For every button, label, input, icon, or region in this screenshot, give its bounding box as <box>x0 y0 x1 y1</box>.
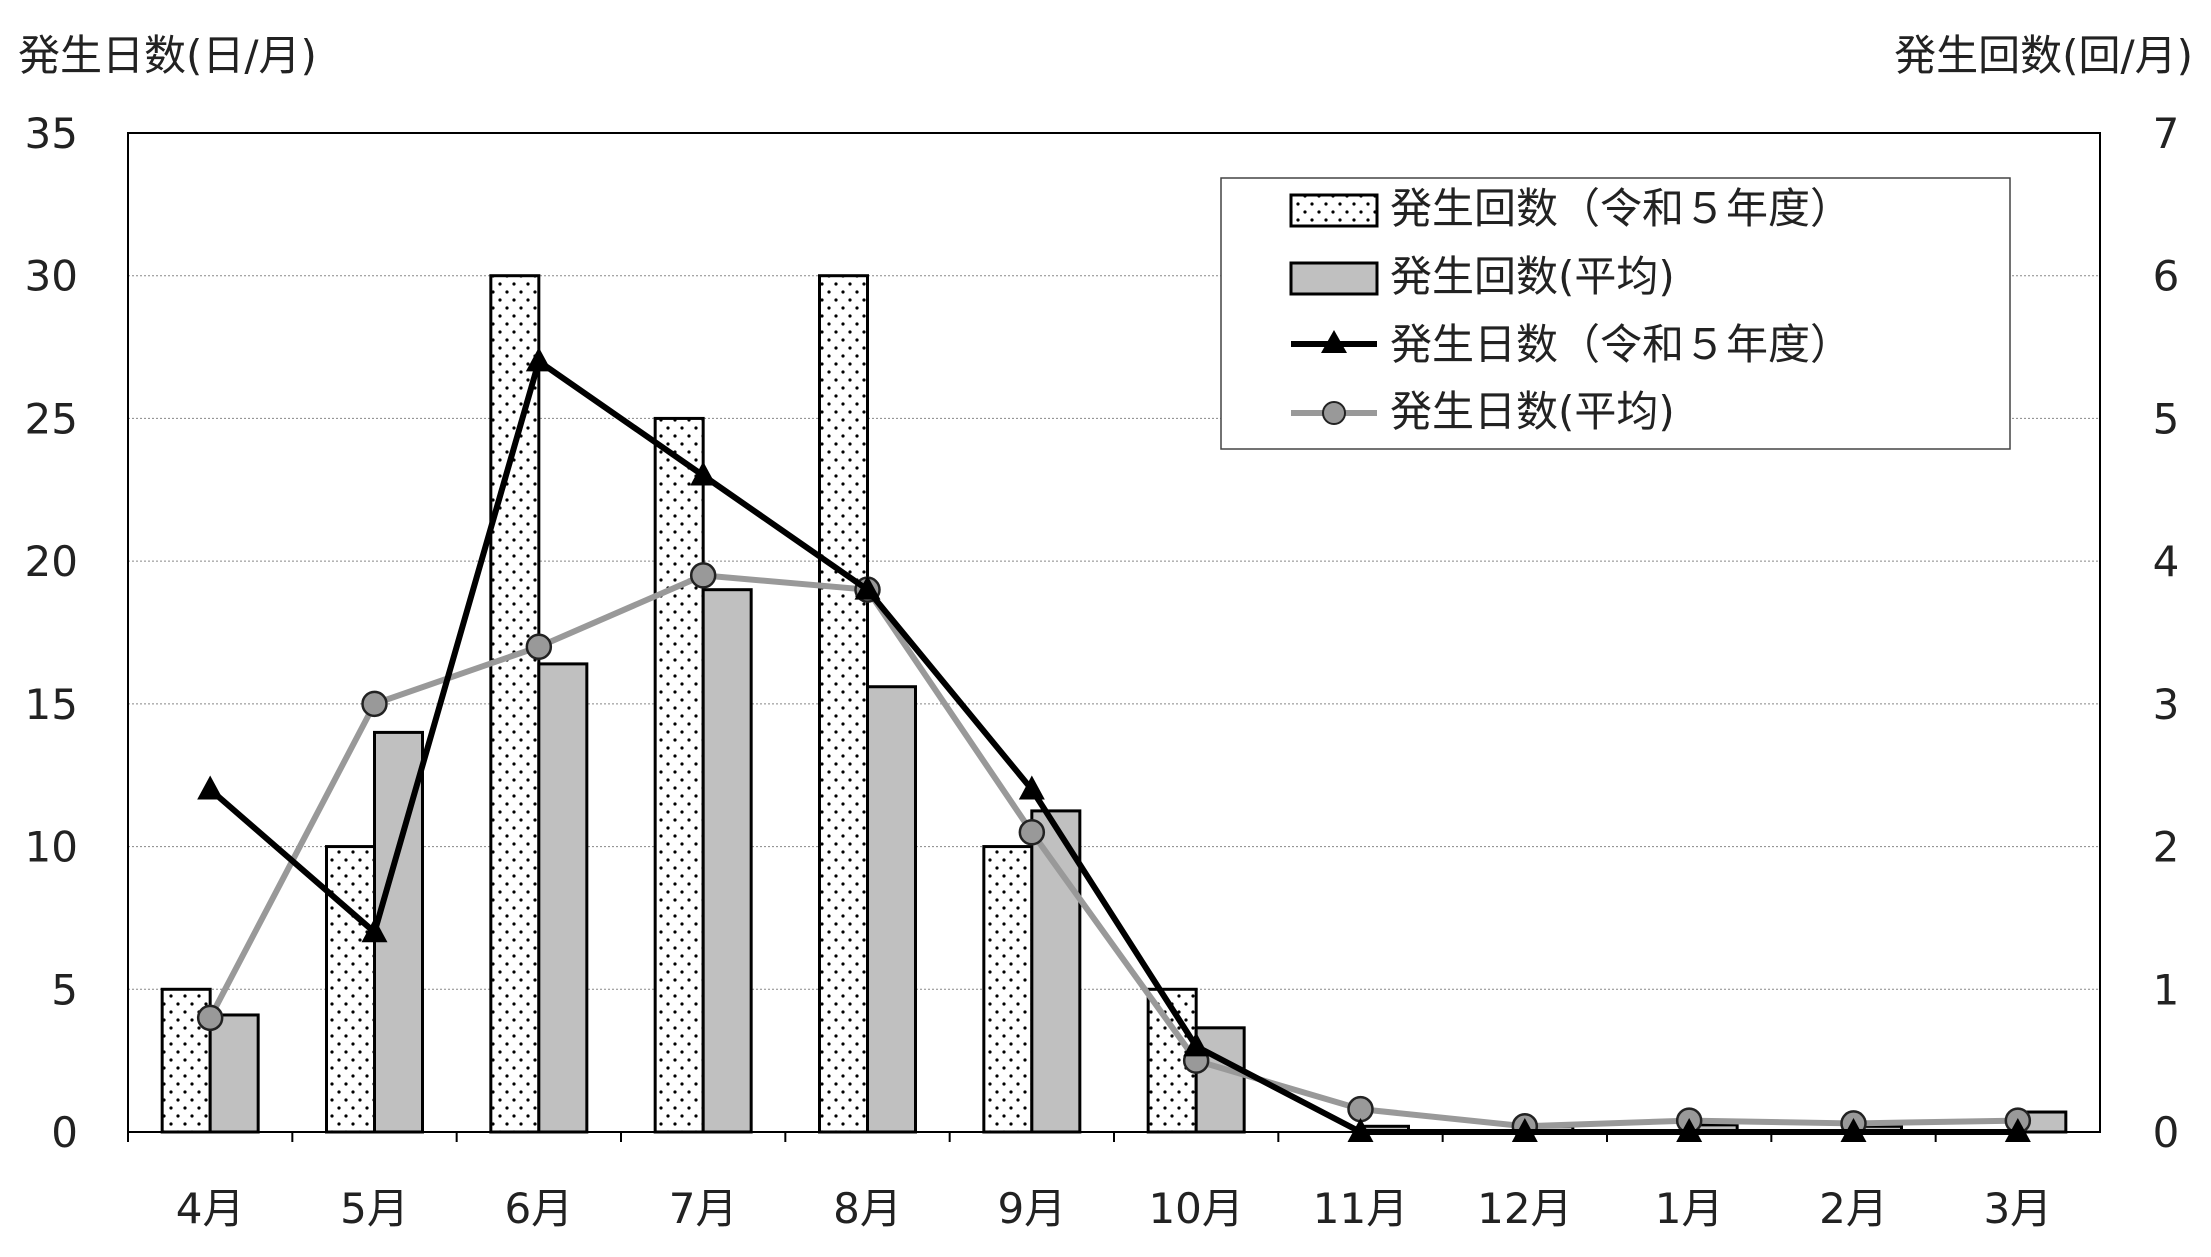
point-days-current <box>525 347 552 372</box>
legend-label-count-current: 発生回数（令和５年度） <box>1390 184 1852 233</box>
x-axis: 4月 5月 6月 7月 8月 9月 10月 11月 12月 1月 2月 3月 <box>127 1132 2052 1233</box>
legend-triangle-marker <box>1321 330 1347 353</box>
y-left-tick-label: 15 <box>25 680 78 729</box>
point-days-current <box>197 775 224 800</box>
bar-count-average <box>537 662 589 1134</box>
line-days-average <box>207 572 2018 1130</box>
bar-count-current <box>982 845 1034 1134</box>
y-left-tick-label: 0 <box>51 1108 78 1157</box>
point-days-average <box>1347 1095 1374 1123</box>
bar-count-average <box>866 685 917 1134</box>
x-tick-label: 8月 <box>833 1184 902 1233</box>
bar-count-average <box>1030 809 1082 1134</box>
point-days-current <box>361 918 388 943</box>
y-right-tick-label: 7 <box>2153 109 2180 158</box>
point-days-current <box>690 461 717 486</box>
x-tick-label: 4月 <box>176 1184 245 1233</box>
x-tick-label: 2月 <box>1819 1184 1888 1233</box>
y-right-axis-title: 発生回数(回/月) <box>1894 31 2193 80</box>
point-days-current <box>1676 1118 1703 1142</box>
x-tick-label: 12月 <box>1477 1184 1572 1233</box>
point-days-current <box>854 575 881 600</box>
legend-label-count-average: 発生回数(平均) <box>1390 252 1675 301</box>
point-days-current <box>1347 1118 1374 1142</box>
x-tick-label: 10月 <box>1148 1184 1243 1233</box>
bar-count-current <box>653 416 705 1134</box>
x-tick-label: 5月 <box>340 1184 409 1233</box>
y-left-tick-label: 30 <box>25 252 78 301</box>
point-days-average <box>525 633 553 661</box>
bar-count-average <box>208 1013 260 1134</box>
y-right-tick-label: 6 <box>2153 252 2180 301</box>
point-days-current <box>1018 775 1045 800</box>
y-left-tick-label: 5 <box>51 965 78 1014</box>
y-right-tick-label: 3 <box>2153 680 2180 729</box>
y-left-tick-label: 10 <box>25 823 78 872</box>
point-days-current <box>1183 1032 1210 1057</box>
y-right-axis: 0 1 2 3 4 5 6 7 <box>2153 109 2180 1157</box>
legend-label-days-current: 発生日数（令和５年度） <box>1390 320 1852 369</box>
point-days-current <box>1511 1118 1538 1142</box>
bar-count-average <box>1194 1026 1246 1134</box>
legend-swatch-count-current <box>1289 193 1379 228</box>
y-right-tick-label: 1 <box>2153 965 2180 1014</box>
bar-count-average <box>701 588 753 1134</box>
line-days-current <box>208 358 2018 1135</box>
x-tick-label: 6月 <box>504 1184 573 1233</box>
y-left-tick-label: 35 <box>25 109 78 158</box>
x-tick-label: 9月 <box>997 1184 1066 1233</box>
legend-swatch-count-average <box>1289 261 1379 296</box>
point-days-average <box>196 1004 224 1032</box>
y-right-tick-label: 4 <box>2153 537 2180 586</box>
point-days-average <box>1018 819 1046 846</box>
y-left-tick-label: 20 <box>25 537 78 586</box>
point-days-average <box>361 690 388 718</box>
x-tick-label: 3月 <box>1983 1184 2052 1233</box>
y-left-axis-title: 発生日数(日/月) <box>18 31 317 80</box>
y-right-tick-label: 0 <box>2153 1108 2180 1157</box>
y-left-axis: 0 5 10 15 20 25 30 35 <box>25 109 78 1157</box>
bar-count-current <box>818 274 869 1134</box>
legend-label-days-average: 発生日数(平均) <box>1390 387 1675 436</box>
bar-count-current <box>489 274 541 1134</box>
x-tick-label: 1月 <box>1655 1184 1724 1233</box>
point-days-average <box>689 562 717 589</box>
y-right-tick-label: 5 <box>2153 394 2180 443</box>
x-tick-label: 11月 <box>1313 1184 1408 1233</box>
y-right-tick-label: 2 <box>2153 823 2180 872</box>
point-days-current <box>2004 1118 2031 1142</box>
gridlines <box>128 275 2100 990</box>
plot-area-frame <box>127 132 2101 1133</box>
bar-count-current <box>325 845 376 1134</box>
legend-circle-marker <box>1322 401 1346 425</box>
legend: 発生回数（令和５年度） 発生回数(平均) 発生日数（令和５年度） 発生日数(平均… <box>1220 177 2011 450</box>
y-left-tick-label: 25 <box>25 394 78 443</box>
x-tick-label: 7月 <box>669 1184 738 1233</box>
series-lines <box>196 347 2032 1142</box>
point-days-current <box>1840 1118 1867 1142</box>
